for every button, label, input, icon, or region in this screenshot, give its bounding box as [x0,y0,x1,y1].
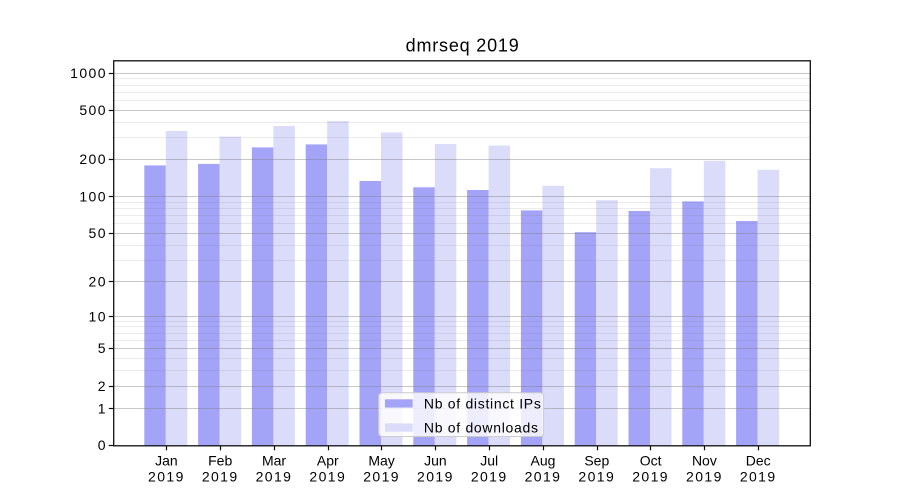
svg-text:dmrseq 2019: dmrseq 2019 [406,36,520,56]
svg-text:50: 50 [89,225,107,241]
svg-text:Jan: Jan [155,452,178,468]
svg-text:2019: 2019 [417,469,454,485]
svg-text:Nov: Nov [692,452,717,468]
svg-text:Jun: Jun [424,452,447,468]
svg-text:2019: 2019 [309,469,346,485]
svg-text:2: 2 [98,378,107,394]
svg-text:10: 10 [89,309,107,325]
svg-text:Apr: Apr [317,452,339,468]
svg-text:1: 1 [98,401,107,417]
svg-text:1000: 1000 [70,65,107,81]
svg-text:2019: 2019 [363,469,400,485]
svg-text:2019: 2019 [202,469,239,485]
svg-text:2019: 2019 [632,469,669,485]
svg-text:500: 500 [79,102,107,118]
svg-text:20: 20 [89,273,107,289]
svg-text:Mar: Mar [262,452,286,468]
svg-text:Sep: Sep [584,452,609,468]
svg-text:2019: 2019 [740,469,777,485]
svg-text:200: 200 [79,151,107,167]
svg-text:Feb: Feb [208,452,232,468]
svg-text:2019: 2019 [256,469,293,485]
svg-text:May: May [368,452,394,468]
svg-text:0: 0 [98,437,107,453]
svg-text:2019: 2019 [578,469,615,485]
svg-text:2019: 2019 [686,469,723,485]
svg-text:Oct: Oct [640,452,662,468]
svg-text:Nb of distinct IPs: Nb of distinct IPs [424,395,542,411]
svg-text:2019: 2019 [148,469,185,485]
svg-text:Nb of downloads: Nb of downloads [424,419,539,435]
svg-text:Jul: Jul [480,452,498,468]
svg-text:2019: 2019 [471,469,508,485]
svg-text:Aug: Aug [531,452,556,468]
svg-text:Dec: Dec [746,452,771,468]
svg-text:100: 100 [79,188,107,204]
svg-text:5: 5 [98,340,107,356]
svg-text:2019: 2019 [525,469,562,485]
